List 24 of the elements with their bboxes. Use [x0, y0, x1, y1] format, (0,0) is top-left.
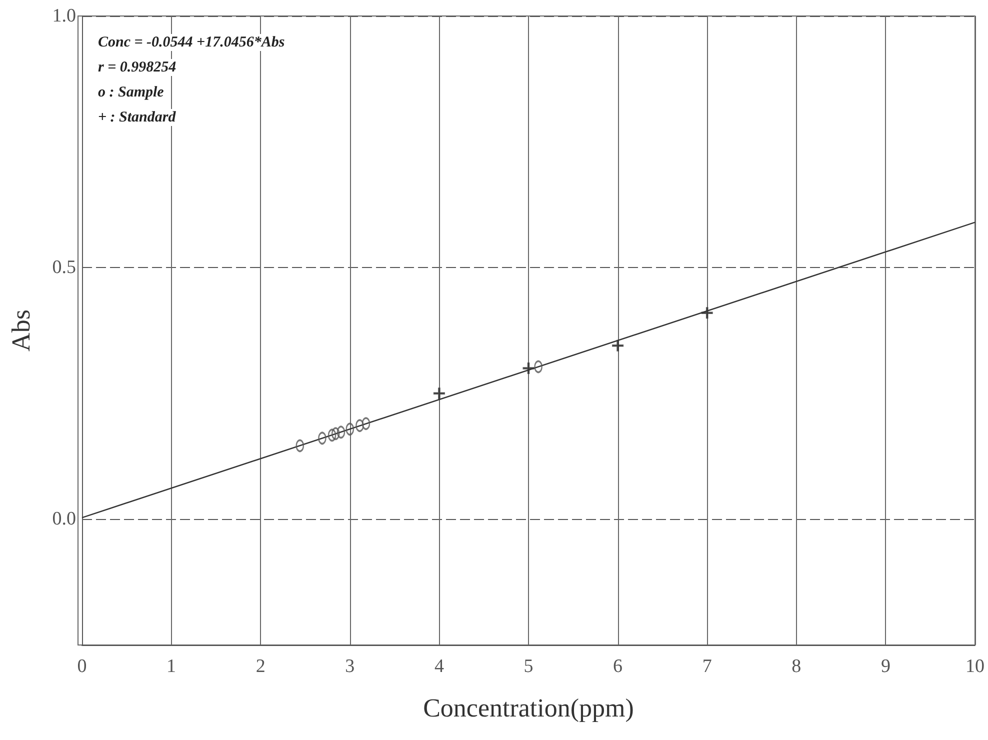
x-tick-label: 3 [345, 656, 355, 677]
point [612, 340, 624, 352]
x-tick-label: 1 [166, 656, 176, 677]
x-axis-title: Concentration(ppm) [423, 694, 634, 722]
point [522, 362, 534, 374]
x-tick-label: 5 [524, 656, 534, 677]
y-tick-label: 0.0 [52, 508, 76, 530]
x-tick-label: 8 [792, 656, 802, 677]
annotation: + : Standard [98, 110, 176, 126]
annotation: o : Sample [98, 84, 164, 100]
x-tick-label: 10 [966, 656, 984, 677]
x-tick-label: 9 [880, 656, 890, 677]
annotation: r = 0.998254 [98, 60, 177, 76]
x-tick-label: 4 [434, 656, 444, 677]
y-axis-title: Abs [6, 310, 36, 352]
point [433, 388, 445, 400]
x-tick-label: 2 [256, 656, 266, 677]
x-tick-label: 6 [613, 656, 623, 677]
annotation: Conc = -0.0544 +17.0456*Abs [98, 34, 285, 50]
y-tick-label: 1.0 [52, 6, 76, 26]
point [701, 307, 713, 319]
y-tick-label: 0.5 [52, 257, 76, 278]
x-tick-label: 0 [77, 656, 87, 677]
x-tick-label: 7 [702, 656, 712, 677]
